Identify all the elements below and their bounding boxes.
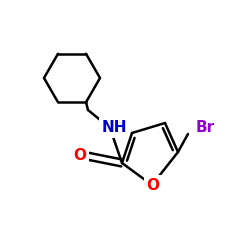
Text: NH: NH bbox=[101, 120, 127, 136]
Text: Br: Br bbox=[196, 120, 215, 136]
Text: O: O bbox=[146, 178, 160, 192]
Text: O: O bbox=[74, 148, 86, 162]
